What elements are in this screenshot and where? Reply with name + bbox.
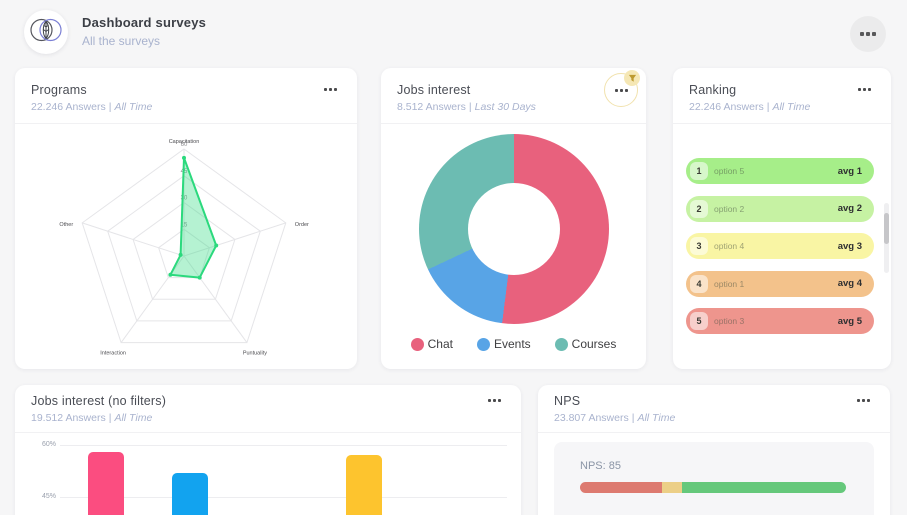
legend-dot-icon: [410, 337, 424, 351]
legend-item-chat: Chat: [410, 337, 453, 351]
programs-card-subtitle: 22.246 Answers | All Time: [31, 101, 153, 113]
jobs-card-header: Jobs interest 8.512 Answers | Last 30 Days: [381, 68, 646, 124]
jobs-no-filters-card: Jobs interest (no filters) 19.512 Answer…: [15, 385, 521, 515]
page-title: Dashboard surveys: [82, 15, 207, 30]
ellipsis-icon: [857, 399, 870, 402]
bar-2: [172, 472, 208, 515]
rank-number-badge: 5: [690, 312, 708, 330]
rank-option-label: option 3: [714, 316, 745, 326]
nps-segment-green: [682, 482, 846, 493]
jobs-donut-chart: [419, 134, 609, 324]
jobs-menu-button-filtered[interactable]: [604, 70, 640, 107]
jobs-no-filters-menu-button[interactable]: [484, 395, 505, 406]
rank-avg-value: avg 3: [837, 240, 862, 252]
ellipsis-icon: [488, 399, 501, 402]
ranking-card: Ranking 22.246 Answers | All Time 1 option …: [673, 68, 891, 369]
radar-axis-label: Puntuality: [243, 351, 267, 357]
rank-avg-value: avg 2: [837, 203, 862, 214]
programs-card-title: Programs: [31, 83, 87, 97]
donut-legend: Chat Events Courses: [381, 337, 646, 351]
rank-option-label: option 5: [714, 166, 745, 176]
jobs-no-filters-title: Jobs interest (no filters): [31, 394, 167, 408]
funnel-icon: [628, 74, 636, 82]
rank-number-badge: 1: [690, 162, 708, 180]
radar-axis-label: Interaction: [100, 351, 126, 357]
bar-chart-gridline: [60, 445, 507, 446]
rank-option-label: option 2: [714, 203, 745, 214]
legend-label: Chat: [427, 337, 453, 351]
app-logo[interactable]: [24, 10, 68, 54]
bar-chart-axis-label: 60%: [41, 441, 56, 448]
jobs-card-subtitle: 8.512 Answers | Last 30 Days: [397, 101, 536, 113]
legend-label: Events: [493, 337, 531, 351]
ranking-row: 3 option 4 avg 3: [686, 233, 874, 259]
nps-gauge-bar: [580, 482, 846, 493]
radar-axis-label: Capacitation: [169, 139, 200, 145]
nps-card-subtitle: 23.807 Answers | All Time: [554, 412, 676, 424]
radar-axis-label: Other: [59, 222, 73, 228]
ellipsis-icon: [614, 88, 628, 92]
jobs-card-title: Jobs interest: [397, 83, 471, 97]
bar-chart-axis-label: 45%: [41, 493, 56, 500]
rank-option-label: option 1: [714, 278, 745, 289]
ranking-row: 4 option 1 avg 4: [686, 270, 874, 297]
ranking-row: 5 option 3 avg 5: [686, 308, 874, 334]
programs-card: Programs 22.246 Answers|All Time 1530456…: [15, 68, 357, 369]
ranking-list: 1 option 5 avg 1 2 option 2 avg 2 3 option 4 avg…: [686, 158, 874, 346]
nps-score-label: NPS: 85: [580, 460, 621, 472]
rank-avg-value: avg 1: [837, 165, 862, 177]
bar-chart-gridline: [60, 497, 507, 498]
bar-4: [346, 455, 382, 515]
radar-data-polygon: [169, 156, 218, 279]
rank-option-label: option 4: [714, 241, 745, 251]
filter-badge: [624, 70, 640, 86]
leaf-venn-logo-icon: [29, 16, 63, 49]
ranking-card-title: Ranking: [689, 83, 737, 97]
nps-card-title: NPS: [554, 394, 581, 408]
radar-axis-label: Order: [295, 222, 309, 228]
jobs-bar-chart: 60% 45%: [15, 430, 521, 515]
programs-card-header: Programs 22.246 Answers | All Time: [15, 68, 357, 124]
rank-avg-value: avg 4: [837, 278, 862, 289]
ellipsis-icon: [324, 88, 337, 91]
rank-number-badge: 2: [690, 199, 708, 218]
nps-segment-yellow: [662, 482, 683, 493]
programs-menu-button[interactable]: [320, 84, 341, 95]
radar-ring-tick: 60: [181, 142, 188, 148]
legend-dot-icon: [476, 337, 490, 351]
rank-number-badge: 3: [690, 237, 708, 255]
ranking-card-header: Ranking 22.246 Answers | All Time: [673, 68, 891, 124]
nps-card-header: NPS 23.807 Answers | All Time: [538, 385, 890, 433]
legend-item-courses: Courses: [554, 337, 617, 351]
legend-item-events: Events: [476, 337, 531, 351]
jobs-no-filters-subtitle: 19.512 Answers | All Time: [31, 412, 153, 424]
ranking-scrollbar-thumb[interactable]: [884, 213, 889, 244]
nps-menu-button[interactable]: [853, 395, 874, 406]
rank-number-badge: 4: [690, 274, 708, 293]
programs-radar-chart: 15304560CapacitationOrderPuntualityInter…: [59, 139, 309, 357]
legend-dot-icon: [554, 337, 568, 351]
ellipsis-icon: [860, 32, 876, 36]
rank-avg-value: avg 5: [837, 315, 862, 327]
nps-card: NPS 23.807 Answers | All Time NPS: 85: [538, 385, 890, 515]
jobs-no-filters-header: Jobs interest (no filters) 19.512 Answer…: [15, 385, 521, 433]
donut-hole: [468, 183, 560, 275]
app-header: Dashboard surveys All the surveys: [0, 0, 907, 65]
ranking-row: 2 option 2 avg 2: [686, 195, 874, 222]
page-subtitle: All the surveys: [82, 34, 161, 48]
nps-segment-red: [580, 482, 663, 493]
ranking-row: 1 option 5 avg 1: [686, 158, 874, 184]
nps-panel: NPS: 85: [554, 442, 874, 515]
bar-1: [88, 451, 124, 515]
jobs-interest-card: Jobs interest 8.512 Answers | Last 30 Days…: [381, 68, 646, 369]
radar-ring-tick: 15: [181, 222, 188, 228]
ellipsis-icon: [858, 88, 871, 91]
radar-ring-tick: 30: [181, 196, 188, 202]
header-menu-button[interactable]: [850, 16, 886, 52]
header-text: Dashboard surveys All the surveys: [82, 15, 206, 48]
legend-label: Courses: [571, 337, 617, 351]
ranking-card-subtitle: 22.246 Answers | All Time: [689, 101, 811, 113]
ranking-menu-button[interactable]: [854, 84, 875, 95]
